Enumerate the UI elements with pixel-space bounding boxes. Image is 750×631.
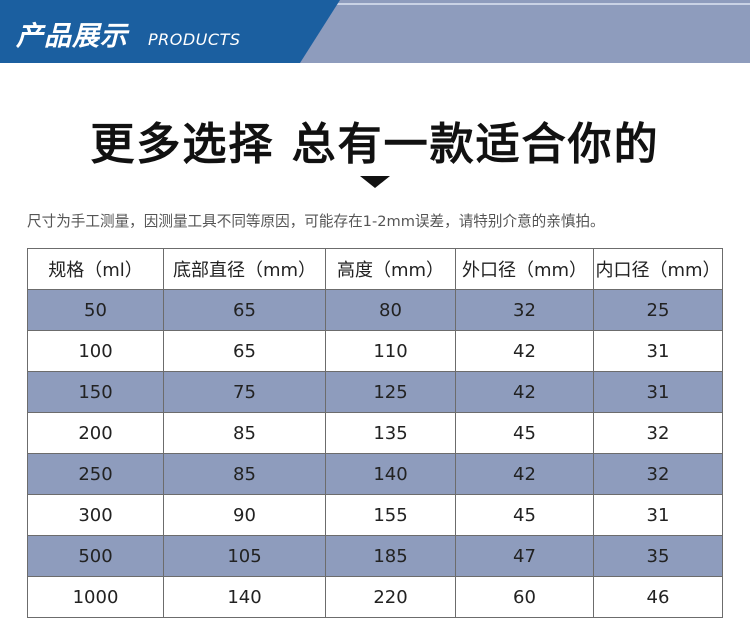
column-header-base-diameter: 底部直径（mm） <box>163 248 326 290</box>
table-cell: 47 <box>455 535 594 577</box>
table-cell: 42 <box>455 371 594 413</box>
table-cell: 46 <box>593 576 723 618</box>
down-triangle-icon <box>360 176 390 188</box>
table-row: 200 85 135 45 32 <box>27 412 723 454</box>
table-row: 300 90 155 45 31 <box>27 494 723 536</box>
table-cell: 110 <box>325 330 456 372</box>
table-cell: 60 <box>455 576 594 618</box>
table-cell: 45 <box>455 494 594 536</box>
table-row: 50 65 80 32 25 <box>27 289 723 331</box>
table-cell: 90 <box>163 494 326 536</box>
table-header-row: 规格（ml） 底部直径（mm） 高度（mm） 外口径（mm） 内口径（mm） <box>27 248 723 290</box>
table-cell: 85 <box>163 453 326 495</box>
banner-title: 产品展示 <box>16 21 128 52</box>
table-cell: 50 <box>27 289 164 331</box>
table-row: 500 105 185 47 35 <box>27 535 723 577</box>
banner-divider-line <box>0 3 750 5</box>
table-cell: 35 <box>593 535 723 577</box>
table-cell: 75 <box>163 371 326 413</box>
table-cell: 105 <box>163 535 326 577</box>
column-header-inner-diameter: 内口径（mm） <box>593 248 723 290</box>
table-cell: 220 <box>325 576 456 618</box>
table-row: 100 65 110 42 31 <box>27 330 723 372</box>
measurement-note: 尺寸为手工测量，因测量工具不同等原因，可能存在1-2mm误差，请特别介意的亲慎拍… <box>27 213 605 230</box>
table-cell: 31 <box>593 371 723 413</box>
table-cell: 42 <box>455 330 594 372</box>
table-cell: 300 <box>27 494 164 536</box>
table-cell: 140 <box>325 453 456 495</box>
banner-subtitle: PRODUCTS <box>148 30 241 49</box>
table-cell: 25 <box>593 289 723 331</box>
table-cell: 65 <box>163 289 326 331</box>
table-cell: 31 <box>593 330 723 372</box>
table-row: 1000 140 220 60 46 <box>27 576 723 618</box>
table-cell: 135 <box>325 412 456 454</box>
table-cell: 1000 <box>27 576 164 618</box>
column-header-height: 高度（mm） <box>325 248 456 290</box>
table-cell: 185 <box>325 535 456 577</box>
spec-table: 规格（ml） 底部直径（mm） 高度（mm） 外口径（mm） 内口径（mm） 5… <box>27 248 723 618</box>
table-cell: 140 <box>163 576 326 618</box>
table-cell: 85 <box>163 412 326 454</box>
table-cell: 125 <box>325 371 456 413</box>
column-header-outer-diameter: 外口径（mm） <box>455 248 594 290</box>
headline: 更多选择 总有一款适合你的 <box>90 119 660 170</box>
table-cell: 250 <box>27 453 164 495</box>
table-cell: 500 <box>27 535 164 577</box>
table-row: 150 75 125 42 31 <box>27 371 723 413</box>
table-cell: 32 <box>593 453 723 495</box>
table-cell: 65 <box>163 330 326 372</box>
table-cell: 32 <box>593 412 723 454</box>
table-cell: 200 <box>27 412 164 454</box>
table-cell: 45 <box>455 412 594 454</box>
table-cell: 32 <box>455 289 594 331</box>
header-banner: 产品展示 PRODUCTS <box>0 0 750 63</box>
table-cell: 155 <box>325 494 456 536</box>
table-cell: 80 <box>325 289 456 331</box>
table-cell: 150 <box>27 371 164 413</box>
table-row: 250 85 140 42 32 <box>27 453 723 495</box>
table-cell: 100 <box>27 330 164 372</box>
column-header-capacity: 规格（ml） <box>27 248 164 290</box>
table-cell: 42 <box>455 453 594 495</box>
table-cell: 31 <box>593 494 723 536</box>
banner-title-block <box>0 0 340 63</box>
